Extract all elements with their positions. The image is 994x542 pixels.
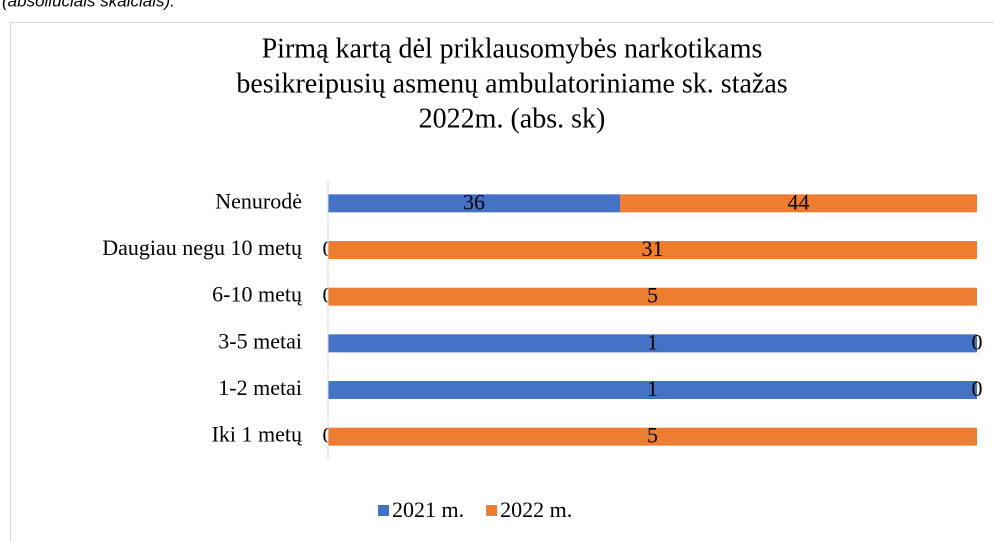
bar-segment — [328, 381, 977, 399]
chart-title: Pirmą kartą dėl priklausomybės narkotika… — [262, 33, 763, 64]
bar-segment — [328, 334, 977, 353]
bar-segment — [620, 194, 977, 213]
data-label: 1 — [647, 329, 658, 354]
bar-segment — [328, 427, 977, 446]
data-label: 36 — [463, 189, 485, 214]
caption: (absoliučiais skaičiais). — [2, 0, 175, 10]
y-tick-label: Iki 1 metų — [212, 422, 303, 447]
data-label: 5 — [647, 283, 658, 308]
chart-border — [10, 22, 994, 542]
bar-segment — [328, 194, 621, 213]
y-tick-label: 6-10 metų — [212, 282, 303, 307]
legend-label: 2021 m. — [392, 497, 464, 522]
y-tick-label: 1-2 metai — [218, 375, 302, 400]
data-label: 44 — [788, 189, 810, 214]
y-tick-label: 3-5 metai — [218, 328, 302, 353]
data-label: 5 — [647, 423, 658, 448]
chart-title: 2022m. (abs. sk) — [419, 103, 606, 134]
legend-swatch — [486, 505, 498, 516]
data-label: 0 — [972, 329, 983, 354]
legend-swatch — [378, 505, 389, 516]
data-label: 31 — [642, 236, 664, 261]
bar-segment — [328, 241, 977, 259]
y-tick-label: Nenurodė — [215, 188, 302, 213]
chart-title: besikreipusių asmenų ambulatoriniame sk.… — [236, 68, 787, 99]
data-label: 0 — [972, 376, 983, 401]
y-tick-label: Daugiau negu 10 metų — [102, 235, 303, 260]
bar-segment — [328, 287, 977, 306]
legend-label: 2022 m. — [500, 497, 572, 522]
data-label: 1 — [647, 376, 658, 401]
